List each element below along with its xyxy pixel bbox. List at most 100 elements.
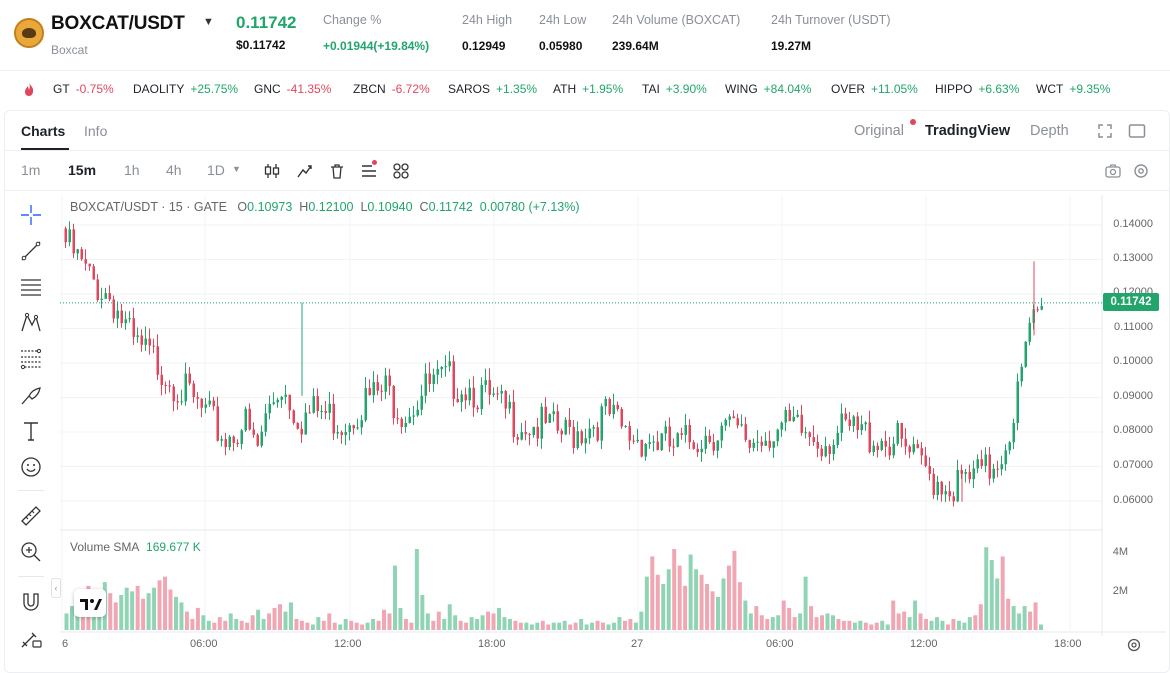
zoom-in-icon[interactable] bbox=[19, 540, 43, 564]
ticker-item[interactable]: OVER +11.05% bbox=[831, 82, 918, 96]
candle-body bbox=[660, 433, 663, 451]
fullscreen-icon[interactable] bbox=[1097, 123, 1113, 139]
ticker-item[interactable]: GT -0.75% bbox=[53, 82, 114, 96]
volume-bar bbox=[721, 578, 726, 630]
volume-bar bbox=[880, 620, 885, 630]
candle-body bbox=[740, 424, 743, 426]
ticker-item[interactable]: TAI +3.90% bbox=[642, 82, 707, 96]
view-depth[interactable]: Depth bbox=[1030, 123, 1069, 139]
chevron-down-icon[interactable]: ▼ bbox=[203, 16, 214, 28]
candle-body bbox=[1008, 442, 1011, 451]
ticker-item[interactable]: GNC -41.35% bbox=[254, 82, 332, 96]
stat-volume-value: 239.64M bbox=[612, 39, 659, 53]
candle-body bbox=[572, 426, 575, 448]
chevron-down-icon[interactable]: ▼ bbox=[232, 164, 241, 174]
trash-icon[interactable] bbox=[328, 162, 346, 180]
horizontal-lines-icon[interactable] bbox=[19, 275, 43, 299]
volume-bar bbox=[754, 606, 759, 630]
volume-bar bbox=[431, 620, 436, 630]
volume-bar bbox=[841, 620, 846, 630]
emoji-icon[interactable] bbox=[19, 455, 43, 479]
volume-bar bbox=[420, 595, 425, 630]
candle-body bbox=[1004, 450, 1007, 465]
candle-body bbox=[836, 432, 839, 445]
candle-body bbox=[824, 446, 827, 457]
volume-bar bbox=[852, 622, 857, 630]
candle-body bbox=[984, 454, 987, 467]
volume-bar bbox=[820, 615, 825, 630]
candle-body bbox=[444, 366, 447, 368]
candle-body bbox=[664, 426, 667, 434]
list-settings-icon[interactable] bbox=[360, 162, 378, 180]
candle-body bbox=[464, 394, 467, 401]
ticker-item[interactable]: ZBCN -6.72% bbox=[353, 82, 430, 96]
ruler-icon[interactable] bbox=[19, 504, 43, 528]
magnet-icon[interactable] bbox=[19, 590, 43, 614]
lock-drawings-icon[interactable] bbox=[19, 626, 43, 650]
timeframe-1h[interactable]: 1h bbox=[124, 162, 140, 178]
view-tradingview[interactable]: TradingView bbox=[925, 123, 1011, 139]
candle-body bbox=[796, 414, 799, 417]
ticker-item[interactable]: DAOLITY +25.75% bbox=[133, 82, 239, 96]
volume-bar bbox=[611, 622, 616, 630]
volume-bar bbox=[272, 607, 277, 630]
legend-high-label: H bbox=[299, 200, 309, 214]
timeframe-4h[interactable]: 4h bbox=[166, 162, 182, 178]
ticker-item[interactable]: ATH +1.95% bbox=[553, 82, 624, 96]
candlestick-type-icon[interactable] bbox=[263, 162, 281, 180]
grid-layout-icon[interactable] bbox=[392, 162, 410, 180]
view-original[interactable]: Original bbox=[854, 123, 904, 139]
text-tool-icon[interactable] bbox=[19, 419, 43, 443]
candle-body bbox=[364, 387, 367, 421]
candle-body bbox=[948, 491, 951, 497]
fib-retracement-icon[interactable] bbox=[19, 347, 43, 371]
brush-icon[interactable] bbox=[19, 383, 43, 407]
candle-body bbox=[840, 413, 843, 433]
timeframe-1d[interactable]: 1D bbox=[207, 162, 225, 178]
candle-body bbox=[800, 414, 803, 433]
candle-body bbox=[1000, 464, 1003, 470]
volume-bar bbox=[737, 582, 742, 630]
timeframe-1m[interactable]: 1m bbox=[21, 162, 41, 178]
volume-bar bbox=[869, 624, 874, 630]
ticker-item[interactable]: HIPPO +6.63% bbox=[935, 82, 1020, 96]
volume-bar bbox=[453, 615, 458, 630]
y-tick-label: 0.07000 bbox=[1113, 459, 1153, 471]
vol-tick-label: 2M bbox=[1112, 585, 1128, 597]
ticker-item[interactable]: SAROS +1.35% bbox=[448, 82, 538, 96]
settings-icon[interactable] bbox=[1132, 162, 1150, 180]
candle-body bbox=[584, 438, 587, 444]
tradingview-logo[interactable] bbox=[74, 589, 106, 617]
volume-bar bbox=[809, 606, 814, 630]
volume-bar bbox=[595, 620, 600, 630]
window-icon[interactable] bbox=[1128, 123, 1146, 139]
candle-body bbox=[428, 373, 431, 384]
candle-body bbox=[896, 423, 899, 444]
y-tick-label: 0.08000 bbox=[1113, 424, 1153, 436]
pair-selector[interactable]: BOXCAT/USDT bbox=[51, 13, 185, 34]
candle-body bbox=[564, 419, 567, 435]
crosshair-icon[interactable] bbox=[19, 203, 43, 227]
candle-body bbox=[852, 416, 855, 426]
pattern-tool-icon[interactable] bbox=[19, 311, 43, 335]
ticker-item[interactable]: WCT +9.35% bbox=[1036, 82, 1111, 96]
candle-body bbox=[600, 406, 603, 441]
candle-body bbox=[856, 416, 859, 431]
y-tick-label: 0.10000 bbox=[1113, 355, 1153, 367]
timeframe-15m[interactable]: 15m bbox=[68, 162, 97, 178]
indicators-icon[interactable] bbox=[296, 162, 314, 180]
tab-info[interactable]: Info bbox=[84, 123, 108, 139]
trend-line-icon[interactable] bbox=[19, 239, 43, 263]
ticker-item[interactable]: WING +84.04% bbox=[725, 82, 812, 96]
collapse-toolbar-button[interactable]: ‹ bbox=[51, 578, 61, 598]
camera-icon[interactable] bbox=[1104, 162, 1122, 180]
legend-low: 0.10940 bbox=[367, 200, 413, 214]
x-tick-label: 18:00 bbox=[478, 638, 506, 650]
candle-body bbox=[156, 346, 159, 375]
volume-bar bbox=[436, 611, 441, 630]
ticker-bar: GT -0.75% DAOLITY +25.75% GNC -41.35% ZBCN -… bbox=[0, 75, 1170, 103]
volume-bar bbox=[288, 602, 293, 630]
tab-charts[interactable]: Charts bbox=[21, 123, 66, 139]
chart-settings-icon[interactable] bbox=[1126, 637, 1142, 653]
